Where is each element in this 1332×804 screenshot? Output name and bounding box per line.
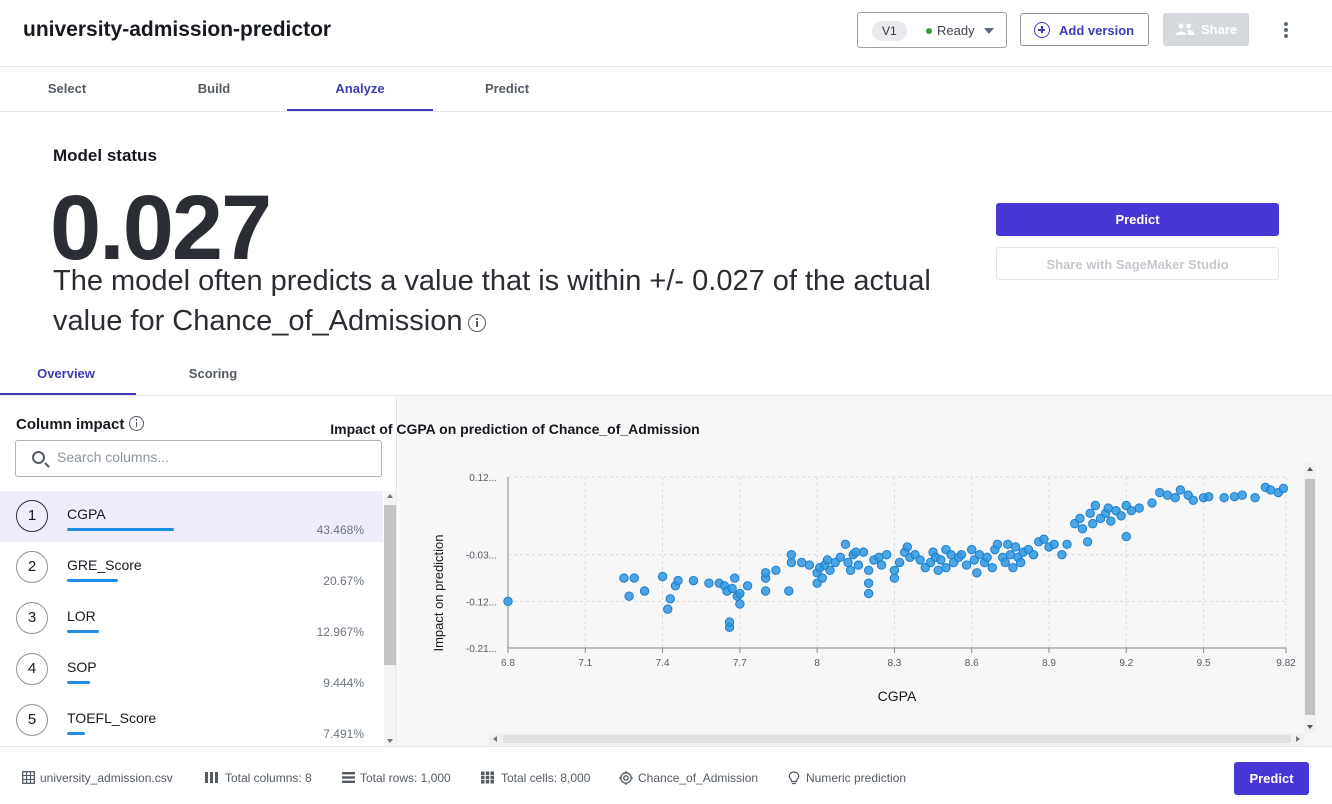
column-impact-title-text: Column impact <box>16 416 125 433</box>
main-tabs: Select Build Analyze Predict <box>0 67 1332 112</box>
chart-panel <box>398 396 1332 746</box>
scroll-up-icon[interactable] <box>1307 467 1313 471</box>
columns-icon <box>205 772 218 783</box>
more-options-icon[interactable] <box>1279 20 1293 40</box>
impact-bar <box>67 681 91 684</box>
users-icon <box>1175 23 1195 35</box>
rank-badge: 1 <box>16 500 48 532</box>
info-icon[interactable] <box>468 314 487 332</box>
metric-description: The model often predicts a value that is… <box>53 261 953 341</box>
predict-button[interactable]: Predict <box>996 203 1279 236</box>
column-name: SOP <box>67 659 97 675</box>
impact-percent: 43.468% <box>316 523 364 537</box>
column-impact-panel: Column impact 1 CGPA 43.468% 2 GRE_Score… <box>0 396 397 746</box>
scroll-right-icon[interactable] <box>1296 736 1300 742</box>
share-label: Share <box>1201 22 1238 37</box>
tab-predict[interactable]: Predict <box>484 81 530 96</box>
tab-select[interactable]: Select <box>47 81 87 96</box>
impact-percent: 12.967% <box>316 625 364 639</box>
impact-bar <box>67 630 99 633</box>
list-item[interactable]: 4 SOP 9.444% <box>0 644 383 695</box>
dataset-name: university_admission.csv <box>40 771 173 785</box>
footer-bar: university_admission.csv Total columns: … <box>0 746 1332 804</box>
predict-footer-button[interactable]: Predict <box>1234 762 1309 795</box>
info-icon[interactable] <box>129 416 145 431</box>
scroll-down-icon[interactable] <box>1307 725 1313 729</box>
tab-build[interactable]: Build <box>197 81 231 96</box>
target-column: Chance_of_Admission <box>638 771 759 785</box>
cells-icon <box>481 771 494 784</box>
total-rows: Total rows: 1,000 <box>360 771 451 785</box>
impact-bar <box>67 732 86 735</box>
model-status-heading: Model status <box>53 146 157 165</box>
status-dot-icon <box>926 28 932 34</box>
impact-percent: 7.491% <box>323 727 364 741</box>
share-button[interactable]: Share <box>1163 13 1249 46</box>
app-title: university-admission-predictor <box>23 18 332 41</box>
chart-horizontal-scrollbar[interactable] <box>489 733 1304 745</box>
column-name: TOEFL_Score <box>67 710 157 726</box>
rank-badge: 4 <box>16 653 48 685</box>
scrollbar-thumb[interactable] <box>384 505 396 665</box>
list-item[interactable]: 2 GRE_Score 20.67% <box>0 542 383 593</box>
search-box <box>15 440 382 477</box>
list-scrollbar[interactable] <box>384 491 396 746</box>
impact-percent: 9.444% <box>323 676 364 690</box>
scroll-up-icon[interactable] <box>387 494 393 498</box>
total-cells: Total cells: 8,000 <box>501 771 591 785</box>
list-item[interactable]: 3 LOR 12.967% <box>0 593 383 644</box>
version-status: Ready <box>937 23 975 38</box>
column-impact-title: Column impact <box>16 414 145 433</box>
scroll-down-icon[interactable] <box>387 739 393 743</box>
chart-vertical-scrollbar[interactable] <box>1304 463 1316 733</box>
add-version-button[interactable]: Add version <box>1020 13 1149 46</box>
list-item[interactable]: 5 TOEFL_Score 7.491% <box>0 695 383 746</box>
tab-overview[interactable]: Overview <box>0 352 136 395</box>
analysis-subtabs: Overview Scoring <box>0 352 1332 396</box>
search-icon <box>32 451 45 464</box>
column-impact-list: 1 CGPA 43.468% 2 GRE_Score 20.67% 3 LOR … <box>0 491 383 746</box>
impact-bar <box>67 528 174 531</box>
app-header: university-admission-predictor V1 Ready … <box>0 0 1332 67</box>
list-item[interactable]: 1 CGPA 43.468% <box>0 491 383 542</box>
impact-percent: 20.67% <box>323 574 364 588</box>
problem-type: Numeric prediction <box>806 771 907 785</box>
metric-description-text: The model often predicts a value that is… <box>53 265 931 337</box>
chevron-down-icon <box>984 28 994 34</box>
version-pill: V1 <box>872 21 907 41</box>
model-metric-value: 0.027 <box>50 177 272 279</box>
add-version-label: Add version <box>1059 23 1135 38</box>
column-name: GRE_Score <box>67 557 142 573</box>
column-name: CGPA <box>67 506 106 522</box>
version-dropdown[interactable]: V1 Ready <box>857 12 1007 48</box>
rank-badge: 2 <box>16 551 48 583</box>
scrollbar-thumb[interactable] <box>503 735 1291 743</box>
table-icon <box>22 771 35 784</box>
rank-badge: 5 <box>16 704 48 736</box>
chart-title: Impact of CGPA on prediction of Chance_o… <box>330 421 700 437</box>
total-columns: Total columns: 8 <box>225 771 312 785</box>
impact-bar <box>67 579 118 582</box>
tab-scoring[interactable]: Scoring <box>188 366 238 381</box>
rank-badge: 3 <box>16 602 48 634</box>
scroll-left-icon[interactable] <box>493 736 497 742</box>
lightbulb-icon <box>788 771 800 785</box>
tab-analyze[interactable]: Analyze <box>287 67 433 111</box>
scrollbar-thumb[interactable] <box>1305 479 1315 715</box>
target-icon <box>619 771 633 785</box>
rows-icon <box>342 772 355 783</box>
search-columns-input[interactable] <box>57 449 367 465</box>
share-sagemaker-studio-button[interactable]: Share with SageMaker Studio <box>996 247 1279 280</box>
column-name: LOR <box>67 608 96 624</box>
plus-circle-icon <box>1034 22 1050 38</box>
